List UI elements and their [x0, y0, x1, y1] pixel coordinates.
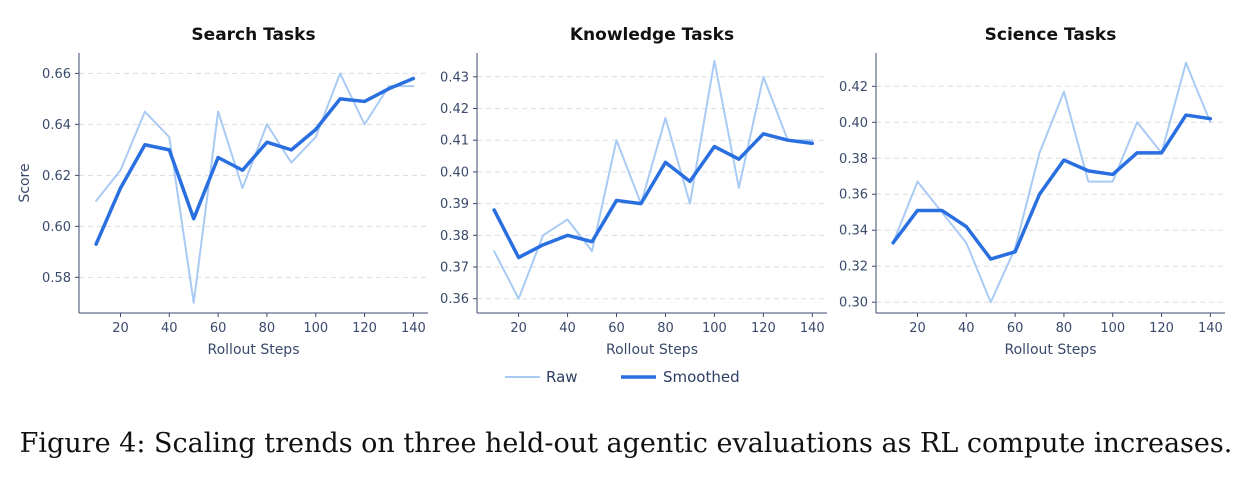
knowledge-tasks-x-tick-label: 120	[751, 321, 776, 336]
knowledge-tasks-y-tick-label: 0.36	[440, 292, 469, 307]
science-tasks-x-tick-label: 60	[1007, 321, 1024, 336]
knowledge-tasks-y-tick-label: 0.38	[440, 229, 469, 244]
search-tasks-y-tick-label: 0.60	[42, 220, 71, 235]
search-tasks-x-axis-label: Rollout Steps	[208, 342, 300, 358]
search-tasks-title: Search Tasks	[191, 25, 315, 45]
knowledge-tasks-x-axis-label: Rollout Steps	[606, 342, 698, 358]
legend-smoothed-label: Smoothed	[663, 368, 740, 386]
search-tasks-raw-line	[95, 72, 415, 304]
knowledge-tasks-y-tick-label: 0.39	[440, 197, 469, 212]
knowledge-tasks-x-tick-label: 60	[608, 321, 625, 336]
science-tasks-y-tick-label: 0.32	[839, 260, 868, 275]
knowledge-tasks-x-tick-label: 40	[559, 321, 576, 336]
search-tasks-y-tick-label: 0.64	[42, 118, 71, 133]
science-tasks-x-axis-label: Rollout Steps	[1005, 342, 1097, 358]
search-tasks-x-tick-label: 140	[401, 321, 426, 336]
knowledge-tasks-y-tick-label: 0.43	[440, 70, 469, 85]
knowledge-tasks-raw-line	[493, 59, 814, 300]
science-tasks-y-tick-label: 0.42	[839, 80, 868, 95]
search-tasks-x-tick-label: 120	[352, 321, 377, 336]
knowledge-tasks-y-tick-label: 0.41	[440, 134, 469, 149]
science-tasks-x-tick-label: 100	[1100, 321, 1125, 336]
knowledge-tasks-x-tick-label: 80	[657, 321, 674, 336]
science-tasks-x-tick-label: 140	[1198, 321, 1223, 336]
legend-raw-label: Raw	[546, 368, 578, 386]
search-tasks-x-tick-label: 100	[303, 321, 328, 336]
science-tasks-y-tick-label: 0.30	[839, 296, 868, 311]
science-tasks-y-tick-label: 0.40	[839, 116, 868, 131]
science-tasks-title: Science Tasks	[985, 25, 1117, 45]
knowledge-tasks-y-tick-label: 0.37	[440, 261, 469, 276]
science-tasks-y-tick-label: 0.36	[839, 188, 868, 203]
search-tasks-y-axis-label: Score	[17, 163, 33, 202]
search-tasks-x-tick-label: 20	[112, 321, 129, 336]
search-tasks-y-tick-label: 0.62	[42, 169, 71, 184]
search-tasks-panel: 0.58 0.60 0.62 0.64 0.66 20 40 60 80 100 120 140 Sea…	[17, 25, 428, 358]
search-tasks-smoothed-line	[94, 76, 416, 246]
figure-caption: Figure 4: Scaling trends on three held-o…	[19, 428, 1233, 459]
search-tasks-x-tick-label: 40	[161, 321, 178, 336]
science-tasks-panel: 0.30 0.32 0.34 0.36 0.38 0.40 0.42 20 40 60 80 100 1…	[839, 25, 1225, 358]
figure: 0.58 0.60 0.62 0.64 0.66 20 40 60 80 100 120 140 Sea…	[17, 25, 1225, 386]
knowledge-tasks-title: Knowledge Tasks	[570, 25, 734, 45]
knowledge-tasks-x-tick-label: 100	[702, 321, 727, 336]
search-tasks-x-tick-label: 80	[259, 321, 276, 336]
science-tasks-raw-line	[892, 61, 1212, 304]
science-tasks-y-tick-label: 0.34	[839, 224, 868, 239]
legend: Raw Smoothed	[505, 368, 740, 386]
knowledge-tasks-smoothed-line	[492, 132, 815, 260]
knowledge-tasks-y-tick-label: 0.40	[440, 165, 469, 180]
knowledge-tasks-x-tick-label: 140	[800, 321, 825, 336]
science-tasks-x-tick-label: 20	[909, 321, 926, 336]
science-tasks-x-tick-label: 80	[1056, 321, 1073, 336]
knowledge-tasks-panel: 0.36 0.37 0.38 0.39 0.40 0.41 0.42 0.43 20 40 60 80…	[440, 25, 827, 358]
science-tasks-x-tick-label: 120	[1149, 321, 1174, 336]
search-tasks-x-tick-label: 60	[210, 321, 227, 336]
science-tasks-smoothed-line	[891, 113, 1213, 261]
science-tasks-y-tick-label: 0.38	[839, 152, 868, 167]
science-tasks-x-tick-label: 40	[958, 321, 975, 336]
search-tasks-y-tick-label: 0.58	[42, 271, 71, 286]
knowledge-tasks-x-tick-label: 20	[510, 321, 527, 336]
knowledge-tasks-y-tick-label: 0.42	[440, 102, 469, 117]
search-tasks-y-tick-label: 0.66	[42, 67, 71, 82]
